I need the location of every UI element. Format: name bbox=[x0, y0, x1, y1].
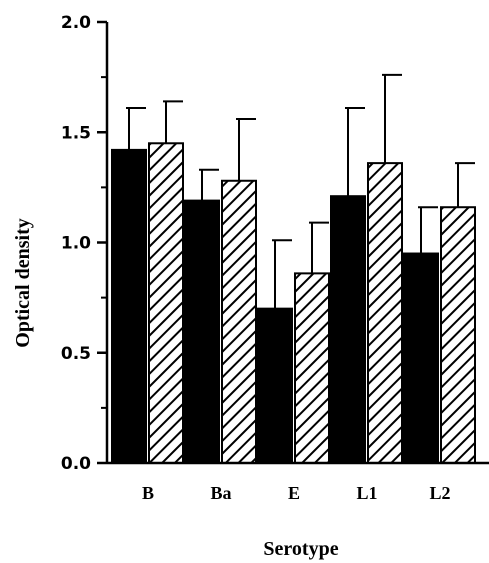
bar-ba-series-1 bbox=[184, 199, 220, 464]
y-tick-label: 2.0 bbox=[61, 13, 91, 33]
y-axis-title: Optical density bbox=[12, 218, 34, 347]
bars-group bbox=[111, 73, 476, 464]
bar-l1-series-2 bbox=[367, 162, 403, 464]
y-tick-label: 1.0 bbox=[61, 234, 91, 254]
y-tick-label: 1.5 bbox=[61, 123, 91, 143]
x-category-label: L2 bbox=[429, 483, 450, 503]
bar-e-series-1 bbox=[257, 307, 293, 464]
x-labels-group: B Ba E L1 L2 bbox=[142, 483, 451, 503]
x-category-label: B bbox=[142, 483, 154, 503]
bar-l1-series-1 bbox=[330, 195, 366, 464]
y-ticks-group: 0.0 0.5 1.0 1.5 2.0 bbox=[61, 13, 107, 474]
y-tick-label: 0.0 bbox=[61, 454, 91, 474]
bar-l2-series-1 bbox=[403, 252, 439, 464]
bar-b-series-2 bbox=[148, 142, 184, 464]
bar-b-series-1 bbox=[111, 148, 147, 464]
bar-l2-series-2 bbox=[440, 206, 476, 464]
bar-e-series-2 bbox=[294, 272, 330, 464]
x-category-label: E bbox=[288, 483, 300, 503]
bar-ba-series-2 bbox=[221, 179, 257, 464]
x-axis-title: Serotype bbox=[263, 538, 338, 560]
x-category-label: Ba bbox=[210, 483, 231, 503]
y-tick-label: 0.5 bbox=[61, 344, 91, 364]
x-category-label: L1 bbox=[356, 483, 377, 503]
